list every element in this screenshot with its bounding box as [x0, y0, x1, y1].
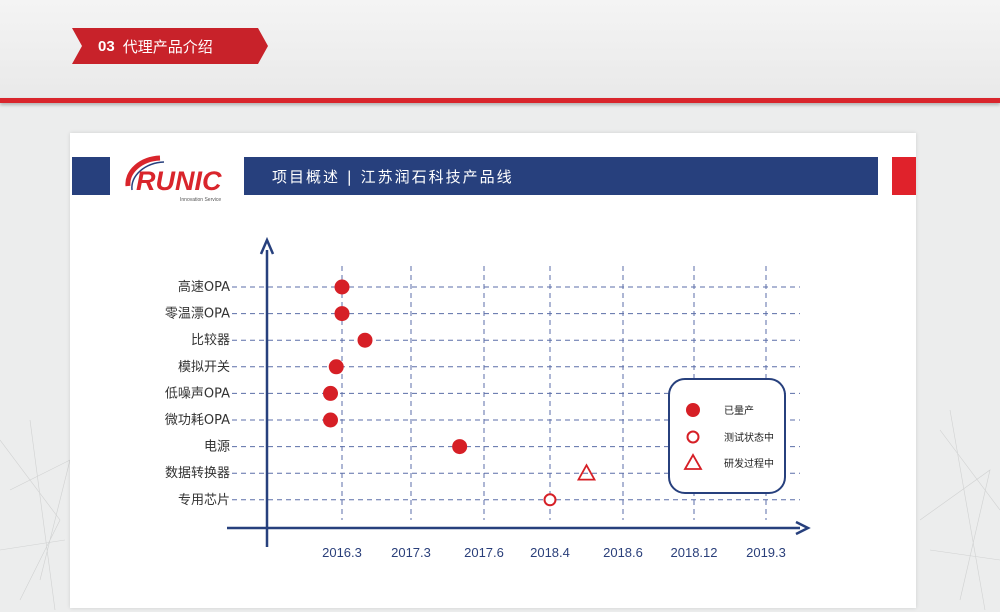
- header-navy-block: [72, 157, 110, 195]
- x-tick-label: 2018.6: [603, 545, 643, 560]
- header-red-block: [892, 157, 916, 195]
- x-tick-label: 2018.12: [671, 545, 718, 560]
- red-divider: [0, 98, 1000, 103]
- section-title: 代理产品介绍: [122, 37, 213, 56]
- x-axis-arrow: [795, 520, 811, 536]
- legend-label: 测试状态中: [724, 431, 774, 444]
- legend-label: 已量产: [724, 404, 754, 417]
- y-category-label: 数据转换器: [165, 466, 230, 481]
- legend-marker-triangle: [683, 453, 703, 470]
- y-category-label: 模拟开关: [178, 360, 230, 375]
- y-category-label: 专用芯片: [178, 493, 230, 508]
- legend-marker-open: [686, 430, 700, 444]
- x-tick-label: 2016.3: [322, 545, 362, 560]
- svg-text:RUNIC: RUNIC: [136, 166, 222, 196]
- x-tick-label: 2017.3: [391, 545, 431, 560]
- data-point-filled: [323, 412, 338, 428]
- section-number: 03: [98, 37, 115, 55]
- runic-logo: RUNIC Innovation Service: [125, 155, 222, 203]
- y-category-label: 比较器: [191, 333, 230, 348]
- y-category-label: 电源: [204, 440, 230, 455]
- svg-text:Innovation Service: Innovation Service: [180, 197, 221, 203]
- x-tick-label: 2019.3: [746, 545, 786, 560]
- x-tick-label: 2017.6: [464, 545, 504, 560]
- section-tag: 03 代理产品介绍: [72, 28, 268, 64]
- y-category-label: 低噪声OPA: [165, 386, 230, 401]
- banner-bar: 项目概述 | 江苏润石科技产品线: [244, 157, 878, 195]
- data-point-filled: [452, 439, 468, 455]
- x-tick-label: 2018.4: [530, 545, 570, 560]
- data-point-filled: [328, 359, 344, 375]
- y-axis-arrow: [259, 236, 275, 255]
- data-point-filled: [323, 385, 338, 401]
- data-point-open: [543, 493, 557, 507]
- y-category-label: 微功耗OPA: [165, 413, 230, 428]
- data-point-triangle: [576, 463, 597, 481]
- data-point-filled: [357, 332, 373, 348]
- legend-label: 研发过程中: [724, 457, 774, 470]
- y-category-label: 零温漂OPA: [165, 306, 230, 322]
- legend-marker-filled: [686, 403, 700, 417]
- banner-title: 项目概述 | 江苏润石科技产品线: [272, 167, 514, 186]
- data-point-filled: [334, 306, 350, 322]
- data-point-filled: [334, 279, 350, 295]
- y-category-label: 高速OPA: [178, 279, 230, 295]
